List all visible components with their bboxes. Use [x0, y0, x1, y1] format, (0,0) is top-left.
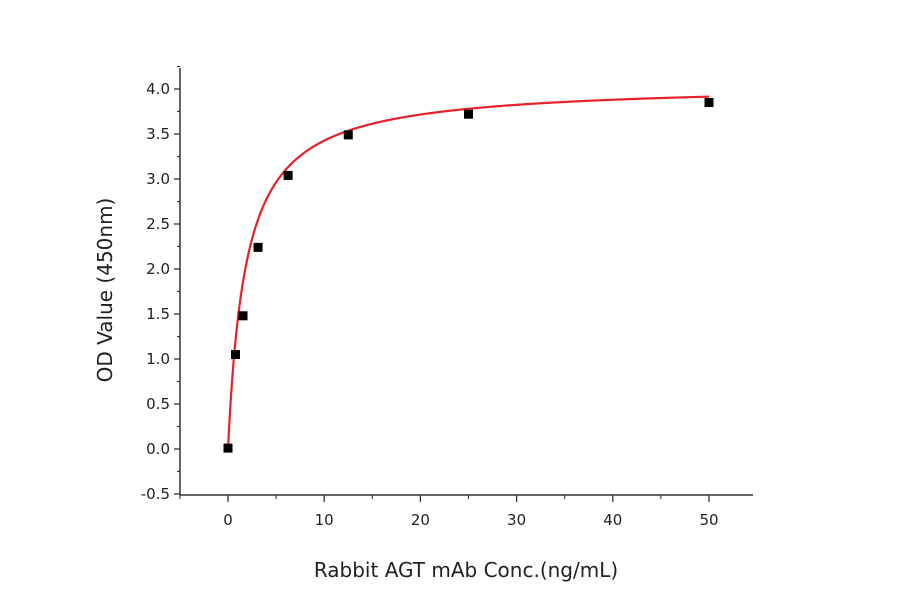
x-tick-label: 50: [699, 511, 718, 529]
y-tick-label: 0.5: [146, 395, 170, 413]
x-tick-label: 40: [603, 511, 622, 529]
y-tick-label: 4.0: [146, 80, 170, 98]
y-tick-label: 2.5: [146, 215, 170, 233]
y-tick-label: 2.0: [146, 260, 170, 278]
data-point-marker: [704, 98, 714, 107]
data-point-marker: [283, 170, 293, 180]
y-tick-label: 1.0: [146, 350, 170, 368]
data-point-marker: [253, 242, 263, 252]
data-point-marker: [343, 130, 353, 140]
y-tick-label: 0.0: [146, 440, 170, 458]
data-point-marker: [223, 443, 233, 453]
x-tick-label: 30: [507, 511, 526, 529]
axes: -0.5 0.0 0.5 1.0 1.5 2.0 2.5 3.0 3.5 4.0 0 10 20 30 40…: [141, 65, 753, 529]
x-tick-label: 0: [223, 511, 233, 529]
x-axis-title: Rabbit AGT mAb Conc.(ng/mL): [314, 558, 618, 582]
data-points: [223, 98, 714, 453]
x-tick-label: 20: [411, 511, 430, 529]
fitted-curve: [226, 95, 710, 450]
data-point-marker: [464, 109, 473, 119]
x-tick-label: 10: [315, 511, 334, 529]
y-tick-label: 3.5: [146, 125, 170, 143]
y-tick-label: 1.5: [146, 305, 170, 323]
y-tick-label: 3.0: [146, 170, 170, 188]
data-point-marker: [231, 350, 241, 359]
data-point-marker: [238, 311, 248, 321]
y-axis-title: OD Value (450nm): [93, 198, 117, 383]
y-tick-label: -0.5: [141, 485, 170, 503]
